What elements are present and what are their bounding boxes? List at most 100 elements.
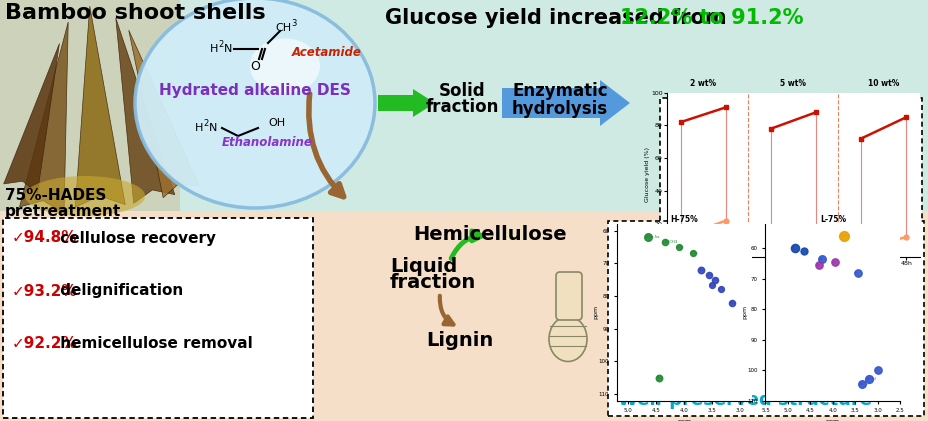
- Text: A:7a: A:7a: [690, 251, 698, 256]
- Bar: [0, 0, 180, 211]
- Ellipse shape: [25, 176, 145, 216]
- Text: fraction: fraction: [425, 98, 498, 116]
- Text: Aβ(S): Aβ(S): [858, 382, 869, 386]
- Text: cellulose recovery: cellulose recovery: [55, 231, 216, 245]
- Bar: [0, 0, 928, 211]
- Text: fraction: fraction: [390, 274, 476, 293]
- Point: [656, 239, 671, 245]
- Text: Aβ(G): Aβ(G): [865, 378, 876, 381]
- Text: 75%-HADES: 75%-HADES: [5, 188, 107, 203]
- Point: [670, 243, 685, 250]
- Text: Hemicellulose: Hemicellulose: [413, 225, 566, 244]
- Polygon shape: [75, 6, 125, 207]
- Point: [836, 233, 851, 240]
- Point: [854, 381, 869, 387]
- X-axis label: ppm: ppm: [677, 419, 690, 421]
- Text: X:2: X:2: [712, 277, 718, 282]
- Text: 5 wt%: 5 wt%: [780, 79, 806, 88]
- Text: CH: CH: [275, 23, 290, 33]
- Text: delignification: delignification: [55, 283, 183, 298]
- Y-axis label: Glucose yield (%): Glucose yield (%): [644, 147, 650, 202]
- Text: Aγ: Aγ: [816, 263, 820, 267]
- Point: [639, 234, 654, 240]
- Text: O: O: [250, 59, 260, 72]
- Text: H: H: [210, 44, 218, 54]
- Text: Liquid: Liquid: [390, 256, 457, 275]
- Ellipse shape: [548, 317, 586, 362]
- Text: Ethanolamine: Ethanolamine: [222, 136, 313, 149]
- Title: L-75%: L-75%: [818, 215, 845, 224]
- Text: 12.2% to 91.2%: 12.2% to 91.2%: [619, 8, 803, 28]
- Point: [693, 266, 708, 273]
- Text: A:5e,5a: A:5e,5a: [645, 235, 659, 239]
- Point: [849, 269, 864, 276]
- Text: A:7e: A:7e: [676, 245, 684, 249]
- X-axis label: ppm: ppm: [825, 419, 839, 421]
- Point: [827, 259, 842, 266]
- Text: Well-preserved structure: Well-preserved structure: [617, 391, 871, 409]
- Point: [724, 299, 739, 306]
- Text: Acetamide: Acetamide: [291, 46, 362, 59]
- Point: [786, 245, 801, 252]
- Point: [707, 276, 722, 283]
- Point: [870, 367, 884, 374]
- Text: ✓93.2%: ✓93.2%: [12, 283, 78, 298]
- Text: hemicellulose removal: hemicellulose removal: [55, 336, 252, 351]
- Text: Hydrated alkaline DES: Hydrated alkaline DES: [159, 83, 351, 99]
- Y-axis label: ppm: ppm: [741, 305, 746, 320]
- Point: [811, 262, 826, 269]
- Text: Cα: Cα: [873, 368, 879, 372]
- Text: H: H: [195, 123, 203, 133]
- Bar: [0, 211, 928, 421]
- Text: ✓94.8%: ✓94.8%: [12, 231, 77, 245]
- Text: A:1: A:1: [656, 376, 663, 380]
- FancyBboxPatch shape: [555, 272, 581, 320]
- Text: pretreatment: pretreatment: [5, 204, 122, 219]
- Polygon shape: [19, 22, 68, 213]
- Ellipse shape: [135, 0, 375, 208]
- Text: A:3: A:3: [717, 288, 724, 291]
- Polygon shape: [129, 30, 200, 198]
- Text: ✓92.2%: ✓92.2%: [12, 336, 78, 351]
- Text: Iβ: Iβ: [791, 246, 794, 250]
- Text: Enzymatic: Enzymatic: [511, 82, 607, 100]
- Text: Cγ: Cγ: [831, 260, 836, 264]
- Y-axis label: ppm: ppm: [593, 305, 598, 320]
- FancyBboxPatch shape: [607, 221, 923, 416]
- Text: A:2: A:2: [709, 282, 715, 287]
- Text: Glucose yield increased from: Glucose yield increased from: [384, 8, 733, 28]
- Polygon shape: [378, 89, 434, 117]
- Polygon shape: [4, 43, 59, 193]
- Text: Bamboo shoot shells: Bamboo shoot shells: [5, 3, 265, 23]
- Text: N: N: [209, 123, 217, 133]
- Text: N: N: [224, 44, 232, 54]
- Point: [795, 248, 810, 255]
- Ellipse shape: [250, 38, 319, 93]
- Text: X:2: X:2: [698, 268, 704, 272]
- Point: [860, 376, 875, 383]
- Text: OMe: OMe: [840, 234, 849, 238]
- Text: Solid: Solid: [438, 82, 484, 100]
- Text: Aα: Aα: [854, 271, 858, 275]
- Polygon shape: [116, 18, 174, 203]
- FancyBboxPatch shape: [3, 218, 313, 418]
- Title: H-75%: H-75%: [670, 215, 697, 224]
- Text: Lignin: Lignin: [426, 331, 493, 351]
- Text: A:4: A:4: [728, 301, 735, 304]
- Text: OH: OH: [267, 118, 285, 128]
- Text: 3: 3: [290, 19, 296, 28]
- Point: [713, 286, 728, 293]
- FancyBboxPatch shape: [659, 98, 921, 273]
- Point: [813, 256, 828, 262]
- Text: Aβ: Aβ: [818, 257, 823, 261]
- Text: 2: 2: [218, 40, 223, 49]
- Text: 10 wt%: 10 wt%: [867, 79, 898, 88]
- Text: 2: 2: [203, 119, 208, 128]
- Text: U:OCH3: U:OCH3: [662, 240, 677, 244]
- Point: [685, 250, 700, 257]
- Point: [702, 272, 716, 278]
- Text: X:3: X:3: [706, 273, 713, 277]
- Text: 2 wt%: 2 wt%: [690, 79, 715, 88]
- Text: hydrolysis: hydrolysis: [511, 100, 608, 118]
- Polygon shape: [501, 80, 629, 126]
